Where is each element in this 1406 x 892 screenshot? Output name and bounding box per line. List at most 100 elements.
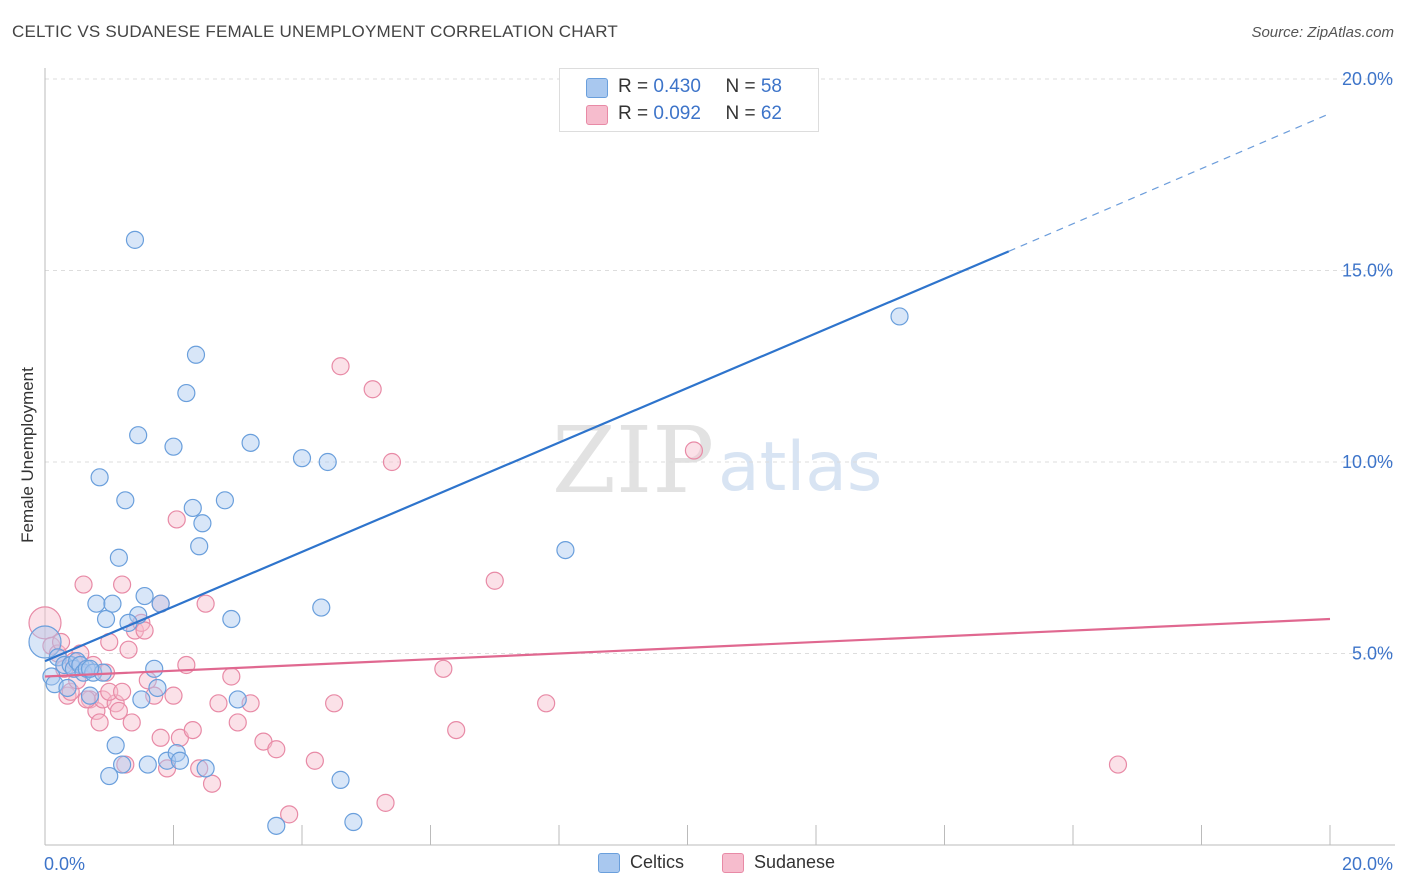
celtic-n-label: N = (725, 76, 761, 97)
sudanese-point (74, 575, 93, 594)
celtic-point (196, 759, 215, 778)
sudanese-point (190, 759, 209, 778)
legend-label-sudanese: Sudanese (754, 852, 836, 872)
celtic-point (312, 598, 331, 617)
celtic-point (100, 766, 119, 786)
sudanese-point (447, 720, 466, 740)
sudanese-point (119, 640, 138, 659)
celtic-point (267, 816, 286, 835)
sudanese-trendline (44, 617, 1331, 678)
sudanese-r-label: R = (618, 103, 654, 124)
sudanese-point (100, 682, 119, 701)
celtic-trendline (44, 250, 1010, 663)
celtic-point (87, 594, 106, 613)
sudanese-point (1108, 755, 1128, 774)
sudanese-swatch-icon (586, 105, 608, 125)
sudanese-point (267, 740, 286, 759)
sudanese-point (209, 694, 228, 713)
celtic-point (344, 812, 363, 832)
legend-label-celtics: Celtics (630, 852, 685, 872)
y-tick-label: 20.0% (1342, 69, 1393, 89)
sudanese-point (167, 510, 186, 529)
sudanese-n-label: N = (725, 103, 761, 124)
watermark-atlas: atlas (718, 428, 882, 507)
celtic-point (186, 345, 206, 364)
sudanese-point (325, 694, 344, 713)
celtics-swatch-icon (598, 853, 620, 873)
sudanese-point (122, 713, 141, 732)
y-tick-label: 10.0% (1342, 452, 1393, 472)
sudanese-point (183, 720, 202, 740)
celtic-point (228, 690, 247, 709)
source-label: Source: ZipAtlas.com (1251, 24, 1394, 41)
x-tick-label: 20.0% (1342, 854, 1393, 874)
celtic-point (215, 491, 234, 510)
celtic-r-value: 0.430 (653, 76, 701, 97)
celtic-point (177, 383, 196, 403)
sudanese-point (376, 793, 395, 812)
sudanese-point (151, 728, 170, 747)
sudanese-point (164, 686, 183, 705)
celtic-point (556, 540, 575, 560)
celtic-point (193, 514, 212, 533)
celtic-point (109, 548, 128, 567)
celtic-point (148, 678, 167, 698)
sudanese-point (382, 452, 402, 472)
celtic-point (112, 755, 132, 774)
sudanese-point (228, 713, 247, 732)
celtic-point (241, 433, 260, 452)
celtic-point (318, 452, 337, 472)
sudanese-point (109, 701, 128, 721)
celtic-point (183, 498, 202, 518)
chart-title: CELTIC VS SUDANESE FEMALE UNEMPLOYMENT C… (12, 22, 618, 41)
sudanese-point (485, 571, 504, 590)
sudanese-point (90, 713, 109, 732)
sudanese-point (28, 606, 62, 640)
celtic-point (80, 686, 100, 705)
sudanese-point (196, 594, 215, 613)
celtic-point (292, 449, 312, 468)
celtic-point (106, 736, 125, 755)
sudanese-legend-swatch-icon (722, 853, 744, 873)
y-axis-label: Female Unemployment (18, 367, 37, 543)
celtic-point (80, 659, 100, 678)
celtic-point (222, 609, 241, 629)
sudanese-point (331, 357, 350, 376)
celtic-point (190, 537, 209, 556)
correlation-legend: R = 0.430 N = 58 R = 0.092 N = 62 (559, 68, 819, 132)
celtic-trendline-extension (1008, 112, 1331, 252)
celtic-n-value: 58 (760, 76, 782, 97)
sudanese-point (305, 751, 324, 770)
celtic-point (138, 755, 157, 774)
celtic-point (96, 609, 116, 629)
celtic-point (129, 426, 148, 445)
watermark-zip: ZIP (552, 407, 714, 514)
celtic-r-label: R = (618, 76, 654, 97)
celtic-point (145, 659, 164, 678)
celtic-point (331, 770, 350, 789)
sudanese-point (363, 380, 382, 399)
sudanese-point (112, 682, 132, 701)
celtic-point (135, 586, 154, 606)
celtic-swatch-icon (586, 78, 608, 98)
y-tick-label: 15.0% (1342, 261, 1393, 281)
sudanese-n-value: 62 (760, 103, 782, 124)
y-tick-label: 5.0% (1352, 644, 1393, 664)
sudanese-r-value: 0.092 (653, 103, 701, 124)
celtic-point (157, 751, 177, 770)
sudanese-point (222, 667, 241, 686)
sudanese-point (112, 575, 132, 594)
celtic-point (170, 751, 190, 770)
celtic-point (90, 468, 109, 487)
celtic-point (58, 678, 77, 698)
celtic-point (125, 230, 145, 249)
sudanese-point (684, 441, 704, 460)
sudanese-point (537, 694, 556, 713)
celtic-point (116, 491, 135, 510)
sudanese-point (434, 659, 453, 678)
sudanese-point (135, 621, 154, 640)
celtic-point (890, 307, 909, 326)
sudanese-point (202, 774, 222, 793)
celtic-point (132, 690, 151, 709)
